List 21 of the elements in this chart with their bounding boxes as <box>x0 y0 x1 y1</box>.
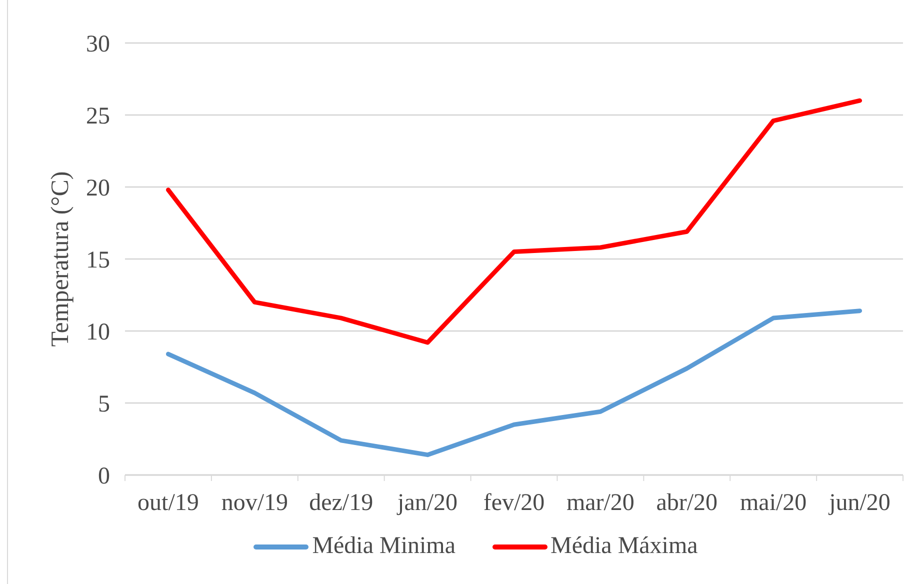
x-tick-label: out/19 <box>138 490 199 516</box>
y-tick-label: 10 <box>86 320 110 346</box>
y-axis-title: Temperatura (°C) <box>46 171 74 347</box>
x-tick-label: jan/20 <box>396 490 458 516</box>
line-series <box>166 98 862 345</box>
x-tick-label: mai/20 <box>740 490 807 516</box>
x-tick-label: mar/20 <box>566 490 634 516</box>
y-tick-label: 25 <box>86 104 110 130</box>
y-tick-label: 0 <box>98 464 110 490</box>
y-tick-label: 20 <box>86 176 110 202</box>
legend-label: Média Máxima <box>550 533 698 559</box>
y-tick-label: 30 <box>86 32 110 58</box>
y-tick-label: 15 <box>86 248 110 274</box>
x-tick-label: jun/20 <box>828 490 890 516</box>
x-tick-label: dez/19 <box>309 490 374 516</box>
x-tick-label: nov/19 <box>221 490 288 516</box>
x-tick-label: abr/20 <box>656 490 718 516</box>
legend-label: Média Minima <box>312 533 456 559</box>
x-tick-label: fev/20 <box>483 490 545 516</box>
y-tick-label: 5 <box>98 392 110 418</box>
line-series <box>166 308 862 458</box>
